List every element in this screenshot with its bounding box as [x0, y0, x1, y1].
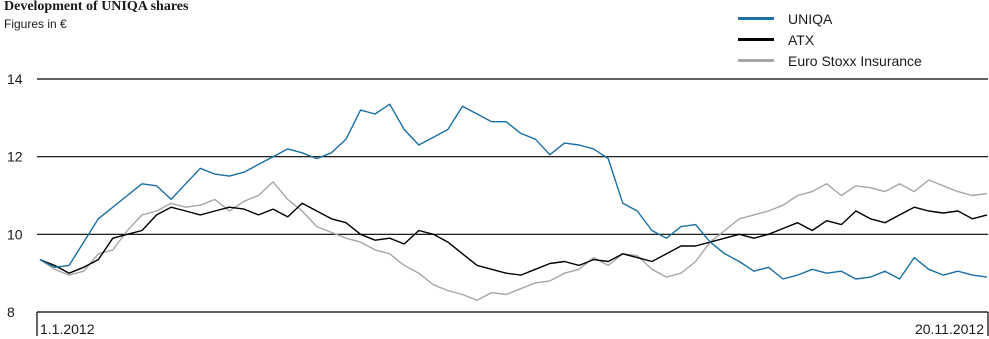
legend-swatch-euro-stoxx-insurance	[738, 59, 774, 62]
legend-label-euro-stoxx-insurance: Euro Stoxx Insurance	[788, 52, 922, 69]
y-tick-label-8: 8	[7, 304, 15, 320]
legend-item-atx: ATX	[738, 29, 922, 50]
legend-swatch-atx	[738, 38, 774, 41]
chart-title: Development of UNIQA shares	[4, 0, 189, 14]
series-line-euro-stoxx-insurance	[39, 179, 988, 301]
y-tick-label-10: 10	[7, 226, 23, 242]
x-tick-label-start: 1.1.2012	[40, 321, 95, 337]
legend-label-atx: ATX	[788, 31, 815, 48]
legend-swatch-uniqa	[738, 17, 774, 20]
x-tick-label-end: 20.11.2012	[915, 321, 984, 337]
y-tick-label-12: 12	[7, 149, 23, 165]
series-line-atx	[39, 202, 988, 276]
series-line-uniqa	[39, 103, 988, 280]
chart-subtitle: Figures in €	[4, 17, 67, 31]
chart-legend: UNIQA ATX Euro Stoxx Insurance	[738, 8, 922, 71]
legend-item-euro-stoxx-insurance: Euro Stoxx Insurance	[738, 50, 922, 71]
y-tick-label-14: 14	[7, 71, 23, 87]
legend-item-uniqa: UNIQA	[738, 8, 922, 29]
legend-label-uniqa: UNIQA	[788, 10, 833, 27]
